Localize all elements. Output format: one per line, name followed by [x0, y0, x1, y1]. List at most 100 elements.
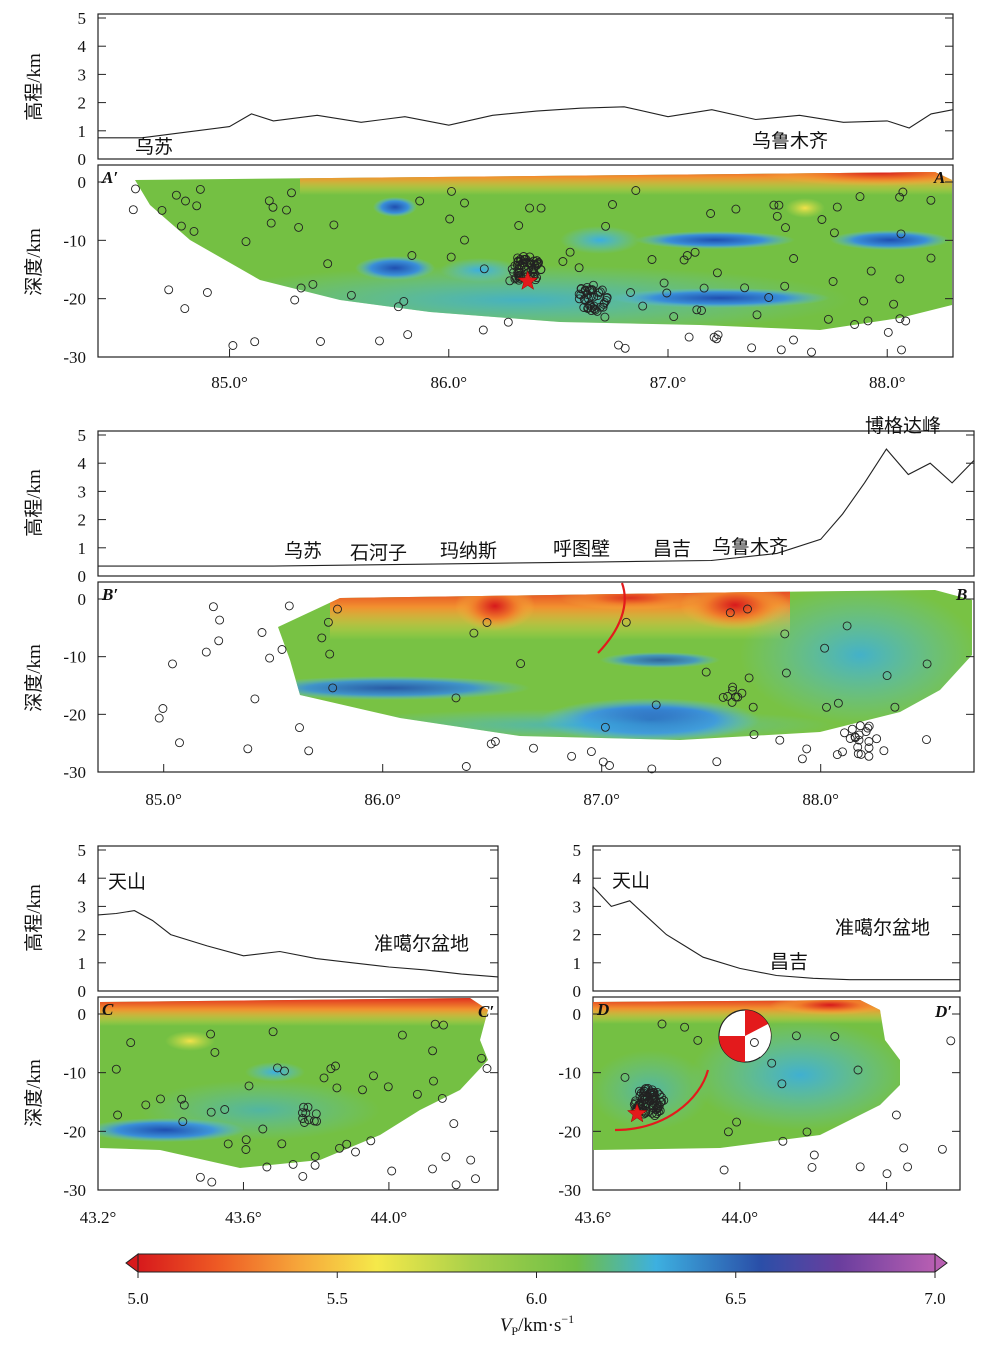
earthquake-marker — [647, 764, 657, 774]
earthquake-marker — [861, 727, 871, 737]
panel-d-ticks: 5 4 3 2 1 0 0 -10 -20 -30 43.6° 44.0° 44.4° — [558, 841, 960, 1227]
earthquake-marker — [859, 296, 869, 306]
earthquake-marker — [466, 1155, 476, 1165]
earthquake-marker — [509, 267, 519, 277]
x-tick-label: 86.0° — [364, 790, 401, 809]
earthquake-marker — [206, 1029, 216, 1039]
earthquake-marker — [301, 1108, 311, 1118]
depth-tick-label: 0 — [78, 590, 87, 609]
earthquake-marker — [855, 1162, 865, 1172]
panel-d-elevation-profile — [592, 886, 960, 981]
elev-tick-label: 3 — [78, 65, 87, 84]
earthquake-marker — [516, 659, 526, 669]
earthquake-marker — [725, 608, 735, 618]
earthquake-marker — [243, 744, 253, 754]
earthquake-marker — [387, 1166, 397, 1176]
earthquake-marker — [926, 195, 936, 205]
earthquake-marker — [605, 761, 614, 770]
colorbar-tick-label: 6.0 — [526, 1289, 547, 1308]
colorbar-left-arrow — [125, 1253, 139, 1273]
elev-tick-label: 5 — [78, 9, 87, 28]
panel-b-depth-ylabel: 深度/km — [23, 644, 45, 712]
earthquake-marker — [447, 186, 456, 196]
earthquake-marker — [697, 306, 706, 315]
earthquake-marker — [207, 1177, 217, 1187]
earthquake-marker — [946, 1036, 956, 1046]
earthquake-marker — [732, 1117, 742, 1127]
earthquake-marker — [855, 721, 865, 731]
earthquake-marker — [299, 1118, 309, 1127]
earthquake-marker — [903, 1162, 913, 1172]
depth-tick-label: -20 — [63, 705, 86, 724]
panel-b-elevation-profile — [98, 448, 975, 567]
panel-b-place-changji: 昌吉 — [653, 538, 691, 560]
earthquake-marker — [764, 293, 774, 302]
earthquake-marker — [482, 618, 492, 627]
earthquake-marker — [731, 692, 741, 702]
earthquake-marker — [529, 743, 538, 753]
earthquake-marker — [298, 1171, 308, 1181]
panel-c-corner-left: C — [102, 1000, 114, 1019]
earthquake-marker — [823, 314, 833, 324]
earthquake-marker — [262, 1162, 272, 1172]
colorbar-label-unit: /km·s — [518, 1315, 561, 1336]
earthquake-marker — [168, 659, 177, 669]
earthquake-marker — [526, 260, 536, 270]
panel-b-elevation-ylabel: 高程/km — [23, 469, 45, 537]
earthquake-marker — [802, 1127, 812, 1137]
earthquake-marker — [649, 1103, 659, 1113]
panel-c-corner-right: C′ — [478, 1002, 494, 1021]
earthquake-marker — [331, 1061, 340, 1071]
earthquake-marker — [855, 192, 865, 202]
panel-c: 5 4 3 2 1 0 0 -10 -20 -30 43.2° 43.6° 44.0° 高程/km 深度… — [23, 841, 499, 1227]
x-tick-label: 43.6° — [575, 1208, 612, 1227]
panel-c-ticks: 5 4 3 2 1 0 0 -10 -20 -30 43.2° 43.6° 44.0° — [63, 841, 498, 1227]
depth-tick-label: -10 — [558, 1064, 581, 1083]
earthquake-marker — [316, 337, 325, 346]
earthquake-marker — [620, 1072, 630, 1082]
earthquake-marker — [412, 1089, 422, 1099]
earthquake-marker — [587, 285, 597, 295]
colorbar-ticks: 5.0 5.5 6.0 6.5 7.0 — [127, 1272, 946, 1308]
earthquake-marker — [189, 226, 199, 236]
earthquake-marker — [397, 1030, 407, 1040]
elev-tick-label: 5 — [78, 841, 87, 860]
earthquake-marker — [192, 201, 202, 211]
elev-tick-label: 1 — [78, 539, 87, 558]
earthquake-marker — [583, 303, 593, 313]
panel-a-depth-ylabel: 深度/km — [23, 228, 45, 296]
earthquake-marker — [428, 1164, 437, 1174]
panel-d-fault-trace — [614, 1069, 710, 1132]
earthquake-marker — [621, 617, 631, 627]
earthquake-marker — [319, 1073, 329, 1083]
earthquake-marker — [558, 257, 568, 266]
earthquake-marker — [536, 203, 546, 213]
x-tick-label: 43.6° — [225, 1208, 262, 1227]
earthquake-marker — [850, 320, 860, 329]
earthquake-marker — [832, 202, 842, 212]
earthquake-marker — [282, 205, 291, 215]
earthquake-marker — [181, 196, 190, 206]
earthquake-marker — [682, 251, 692, 260]
earthquake-marker — [863, 316, 873, 326]
earthquake-marker — [351, 1147, 360, 1157]
panel-d-corner-right: D′ — [934, 1002, 952, 1021]
colorbar-right-arrow — [934, 1253, 948, 1273]
colorbar-label: VP/km·s−1 — [500, 1312, 574, 1338]
earthquake-marker — [853, 749, 863, 759]
panel-a-corner-left: A′ — [101, 168, 118, 187]
earthquake-marker — [706, 209, 716, 218]
elev-tick-label: 1 — [78, 954, 87, 973]
earthquake-marker — [437, 1093, 447, 1103]
earthquake-marker — [896, 229, 906, 239]
earthquake-marker — [864, 721, 874, 731]
panel-c-elevation-ylabel: 高程/km — [23, 884, 45, 952]
earthquake-marker — [630, 1098, 640, 1108]
earthquake-marker — [780, 629, 790, 639]
depth-tick-label: -30 — [63, 348, 86, 367]
earthquake-marker — [590, 305, 600, 315]
earthquake-marker — [328, 683, 338, 693]
earthquake-marker — [828, 277, 838, 286]
earthquake-marker — [179, 1100, 189, 1110]
earthquake-marker — [775, 735, 785, 745]
